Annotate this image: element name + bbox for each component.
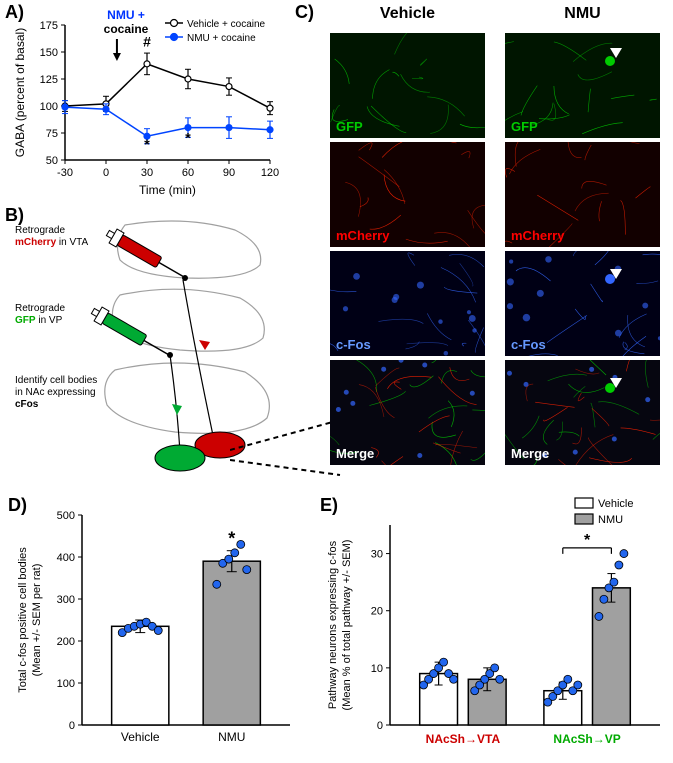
micrograph-c-fos-nmu: c-Fos [505, 251, 660, 356]
micrograph-merge-vehicle: Merge [330, 360, 485, 465]
col-header-nmu: NMU [505, 5, 660, 23]
panel-b-diagram: Retrograde mCherry in VTA Retrograde GFP… [5, 210, 285, 480]
svg-text:400: 400 [57, 552, 75, 564]
svg-text:20: 20 [371, 606, 383, 618]
col-header-vehicle: Vehicle [330, 5, 485, 23]
svg-text:Time (min): Time (min) [139, 183, 196, 197]
svg-text:175: 175 [40, 20, 58, 32]
svg-text:50: 50 [46, 155, 58, 167]
gfp-name: GFP [15, 315, 36, 326]
svg-text:NAcSh→VP: NAcSh→VP [553, 732, 620, 746]
svg-text:*: * [185, 130, 191, 146]
svg-text:*: * [144, 136, 150, 152]
identify-line2: in NAc expressing [15, 387, 96, 398]
micro-label: GFP [511, 119, 538, 134]
svg-text:300: 300 [57, 594, 75, 606]
arrowhead-icon [610, 269, 622, 279]
svg-text:*: * [228, 529, 235, 549]
micrograph-gfp-nmu: GFP [505, 33, 660, 138]
svg-text:0: 0 [69, 720, 75, 732]
micro-label: mCherry [336, 228, 389, 243]
svg-text:NMU +: NMU + [107, 8, 145, 22]
svg-text:100: 100 [57, 678, 75, 690]
brain-diagram [5, 210, 285, 480]
mcherry-name: mCherry [15, 237, 56, 248]
arrowhead-icon [610, 378, 622, 388]
svg-text:Vehicle + cocaine: Vehicle + cocaine [187, 19, 266, 30]
svg-text:10: 10 [371, 663, 383, 675]
arrowhead-icon [610, 48, 622, 58]
svg-text:NMU: NMU [218, 730, 245, 744]
identify-line1: Identify cell bodies [15, 375, 97, 386]
bar-chart-e: 0 10 20 30 Pathway neurons expressing c-fos(… [320, 490, 670, 755]
micrograph-mcherry-vehicle: mCherry [330, 142, 485, 247]
micro-label: c-Fos [511, 337, 546, 352]
micro-label: mCherry [511, 228, 564, 243]
svg-text:-30: -30 [57, 167, 73, 179]
micro-label: GFP [336, 119, 363, 134]
micro-label: c-Fos [336, 337, 371, 352]
svg-text:0: 0 [103, 167, 109, 179]
panel-d-chart: 0 100 200 300 400 500 Total c-fos positive cel… [10, 500, 300, 755]
mcherry-retro-label: Retrograde [15, 225, 65, 236]
svg-text:75: 75 [46, 128, 58, 140]
mcherry-loc: in VTA [59, 237, 88, 248]
svg-text:#: # [143, 34, 151, 50]
micrograph-c-fos-vehicle: c-Fos [330, 251, 485, 356]
svg-text:Total c-fos positive cell bodi: Total c-fos positive cell bodies [17, 547, 29, 693]
svg-text:30: 30 [141, 167, 153, 179]
panel-c-micrographs: Vehicle NMU GFP mCherry c-Fos Merge GFP mChe… [300, 5, 670, 475]
svg-text:90: 90 [223, 167, 235, 179]
svg-text:500: 500 [57, 510, 75, 522]
micrograph-gfp-vehicle: GFP [330, 33, 485, 138]
svg-text:cocaine: cocaine [104, 22, 149, 36]
svg-text:60: 60 [182, 167, 194, 179]
gfp-loc: in VP [38, 315, 62, 326]
svg-text:NAcSh→VTA: NAcSh→VTA [426, 732, 501, 746]
svg-text:120: 120 [261, 167, 279, 179]
micro-label: Merge [336, 446, 374, 461]
svg-text:Pathway neurons expressing c-f: Pathway neurons expressing c-fos [327, 540, 339, 709]
panel-a-chart: 50 75 100 125 150 175 -30 0 30 60 90 120 GABA (perce… [10, 5, 280, 200]
svg-text:30: 30 [371, 549, 383, 561]
svg-text:Vehicle: Vehicle [121, 730, 160, 744]
panel-e-chart: 0 10 20 30 Pathway neurons expressing c-fos(… [320, 490, 670, 755]
svg-text:125: 125 [40, 74, 58, 86]
svg-text:(Mean +/- SEM per rat): (Mean +/- SEM per rat) [31, 564, 43, 677]
bar-chart-d: 0 100 200 300 400 500 Total c-fos positive cel… [10, 500, 300, 755]
gfp-retro-label: Retrograde [15, 303, 65, 314]
svg-text:Vehicle: Vehicle [598, 498, 633, 510]
micro-column-nmu: GFP mCherry c-Fos Merge [505, 33, 660, 469]
svg-text:GABA (percent of basal): GABA (percent of basal) [13, 28, 27, 157]
micro-column-vehicle: GFP mCherry c-Fos Merge [330, 33, 485, 469]
micro-label: Merge [511, 446, 549, 461]
svg-text:0: 0 [377, 720, 383, 732]
svg-text:200: 200 [57, 636, 75, 648]
line-chart-a: 50 75 100 125 150 175 -30 0 30 60 90 120 GABA (perce… [10, 5, 280, 200]
svg-text:100: 100 [40, 101, 58, 113]
svg-text:NMU: NMU [598, 514, 623, 526]
svg-text:NMU + cocaine: NMU + cocaine [187, 33, 256, 44]
micrograph-merge-nmu: Merge [505, 360, 660, 465]
micrograph-mcherry-nmu: mCherry [505, 142, 660, 247]
svg-text:150: 150 [40, 47, 58, 59]
identify-line3: cFos [15, 399, 38, 410]
svg-text:(Mean % of total pathway +/- S: (Mean % of total pathway +/- SEM) [341, 540, 353, 711]
svg-text:*: * [584, 532, 591, 549]
